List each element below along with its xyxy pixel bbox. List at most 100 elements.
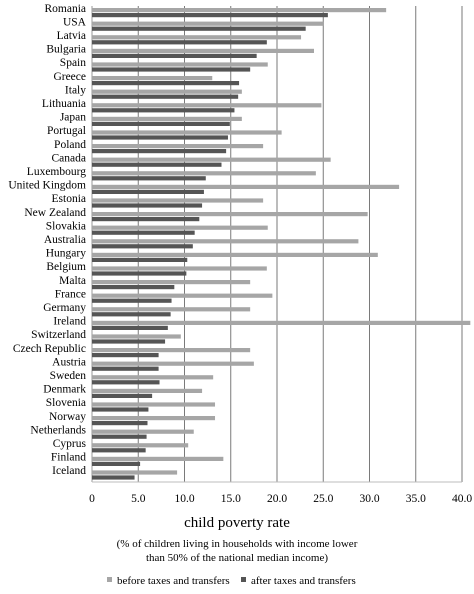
bar-after-taxes	[92, 434, 147, 439]
bar-before-taxes	[92, 361, 254, 366]
x-axis-title: child poverty rate	[184, 515, 290, 531]
bar-before-taxes	[92, 348, 251, 353]
x-tick-label: 0	[89, 493, 95, 505]
bar-after-taxes	[92, 121, 230, 126]
bar-before-taxes	[92, 456, 224, 461]
bar-after-taxes	[92, 53, 257, 58]
bar-after-taxes	[92, 475, 135, 480]
bar-before-taxes	[92, 62, 268, 67]
x-tick-label: 40.0	[452, 493, 472, 505]
bars	[92, 8, 471, 480]
category-label: United Kingdom	[8, 180, 86, 192]
category-label: Cyprus	[53, 438, 87, 450]
category-label: Spain	[60, 57, 86, 69]
bar-before-taxes	[92, 334, 181, 339]
category-label: Switzerland	[31, 329, 86, 341]
bar-before-taxes	[92, 280, 251, 285]
bar-after-taxes	[92, 217, 200, 222]
bar-before-taxes	[92, 225, 268, 230]
x-tick-labels: 0 5.0 10.0 15.0 20.0 25.0 30.0 35.0 40.0	[89, 493, 472, 505]
bar-after-taxes	[92, 149, 227, 154]
bar-before-taxes	[92, 375, 214, 380]
bar-before-taxes	[92, 212, 368, 217]
bar-before-taxes	[92, 266, 267, 271]
category-label: Romania	[44, 3, 86, 15]
bar-after-taxes	[92, 271, 187, 276]
bar-after-taxes	[92, 203, 203, 208]
category-label: Sweden	[50, 370, 87, 382]
bar-before-taxes	[92, 293, 273, 298]
bar-before-taxes	[92, 76, 213, 81]
bar-after-taxes	[92, 448, 146, 453]
bar-after-taxes	[92, 285, 175, 290]
category-label: Greece	[53, 71, 86, 83]
bar-after-taxes	[92, 421, 148, 426]
bar-after-taxes	[92, 189, 204, 194]
category-label: Poland	[54, 139, 86, 151]
category-label: Bulgaria	[46, 44, 86, 56]
x-tick-label: 30.0	[359, 493, 379, 505]
legend-label-after: after taxes and transfers	[251, 575, 356, 587]
bar-after-taxes	[92, 244, 193, 249]
bar-before-taxes	[92, 198, 264, 203]
bar-before-taxes	[92, 402, 216, 407]
bar-after-taxes	[92, 94, 239, 99]
x-tick-label: 35.0	[406, 493, 426, 505]
bar-before-taxes	[92, 388, 203, 393]
bar-before-taxes	[92, 35, 302, 40]
category-label: Slovenia	[46, 397, 86, 409]
category-label: Slovakia	[46, 220, 86, 232]
bar-before-taxes	[92, 239, 359, 244]
bar-after-taxes	[92, 162, 222, 167]
bar-before-taxes	[92, 103, 322, 108]
category-label: Japan	[60, 112, 86, 124]
bar-after-taxes	[92, 40, 267, 45]
bar-after-taxes	[92, 353, 159, 358]
category-label: Austria	[52, 356, 86, 368]
bar-after-taxes	[92, 67, 251, 72]
category-label: Netherlands	[30, 424, 86, 436]
category-label: Canada	[52, 152, 86, 164]
x-tick-label: 25.0	[313, 493, 333, 505]
bar-before-taxes	[92, 429, 194, 434]
bar-after-taxes	[92, 325, 168, 330]
subtitle-line-2: than 50% of the national median income)	[146, 552, 328, 564]
bar-after-taxes	[92, 108, 235, 113]
bar-before-taxes	[92, 130, 282, 135]
bar-after-taxes	[92, 13, 328, 18]
bar-before-taxes	[92, 320, 471, 325]
bar-after-taxes	[92, 366, 159, 371]
bar-after-taxes	[92, 339, 166, 344]
bar-after-taxes	[92, 176, 206, 181]
x-tick-label: 15.0	[221, 493, 241, 505]
bar-before-taxes	[92, 116, 242, 121]
category-label: Hungary	[46, 248, 86, 260]
category-label: Portugal	[47, 125, 86, 137]
bar-before-taxes	[92, 48, 314, 53]
bar-after-taxes	[92, 298, 172, 303]
category-label: New Zealand	[24, 207, 86, 219]
legend-swatch-before	[107, 577, 112, 582]
category-label: Australia	[44, 234, 86, 246]
bar-after-taxes	[92, 312, 171, 317]
bar-after-taxes	[92, 135, 228, 140]
category-label: France	[55, 288, 86, 300]
category-label: Latvia	[57, 30, 86, 42]
bar-before-taxes	[92, 21, 324, 26]
x-tick-label: 10.0	[174, 493, 194, 505]
gridlines	[91, 6, 463, 482]
bar-before-taxes	[92, 184, 400, 189]
category-label: Norway	[49, 411, 86, 423]
category-label: Lithuania	[42, 98, 86, 110]
x-tick-label: 20.0	[267, 493, 287, 505]
bar-after-taxes	[92, 393, 153, 398]
x-tick-label: 5.0	[131, 493, 146, 505]
category-label: Malta	[59, 275, 86, 287]
bar-before-taxes	[92, 8, 387, 13]
bar-before-taxes	[92, 252, 378, 257]
category-label: Belgium	[46, 261, 86, 273]
subtitle-line-1: (% of children living in households with…	[117, 538, 358, 550]
bar-after-taxes	[92, 230, 195, 235]
